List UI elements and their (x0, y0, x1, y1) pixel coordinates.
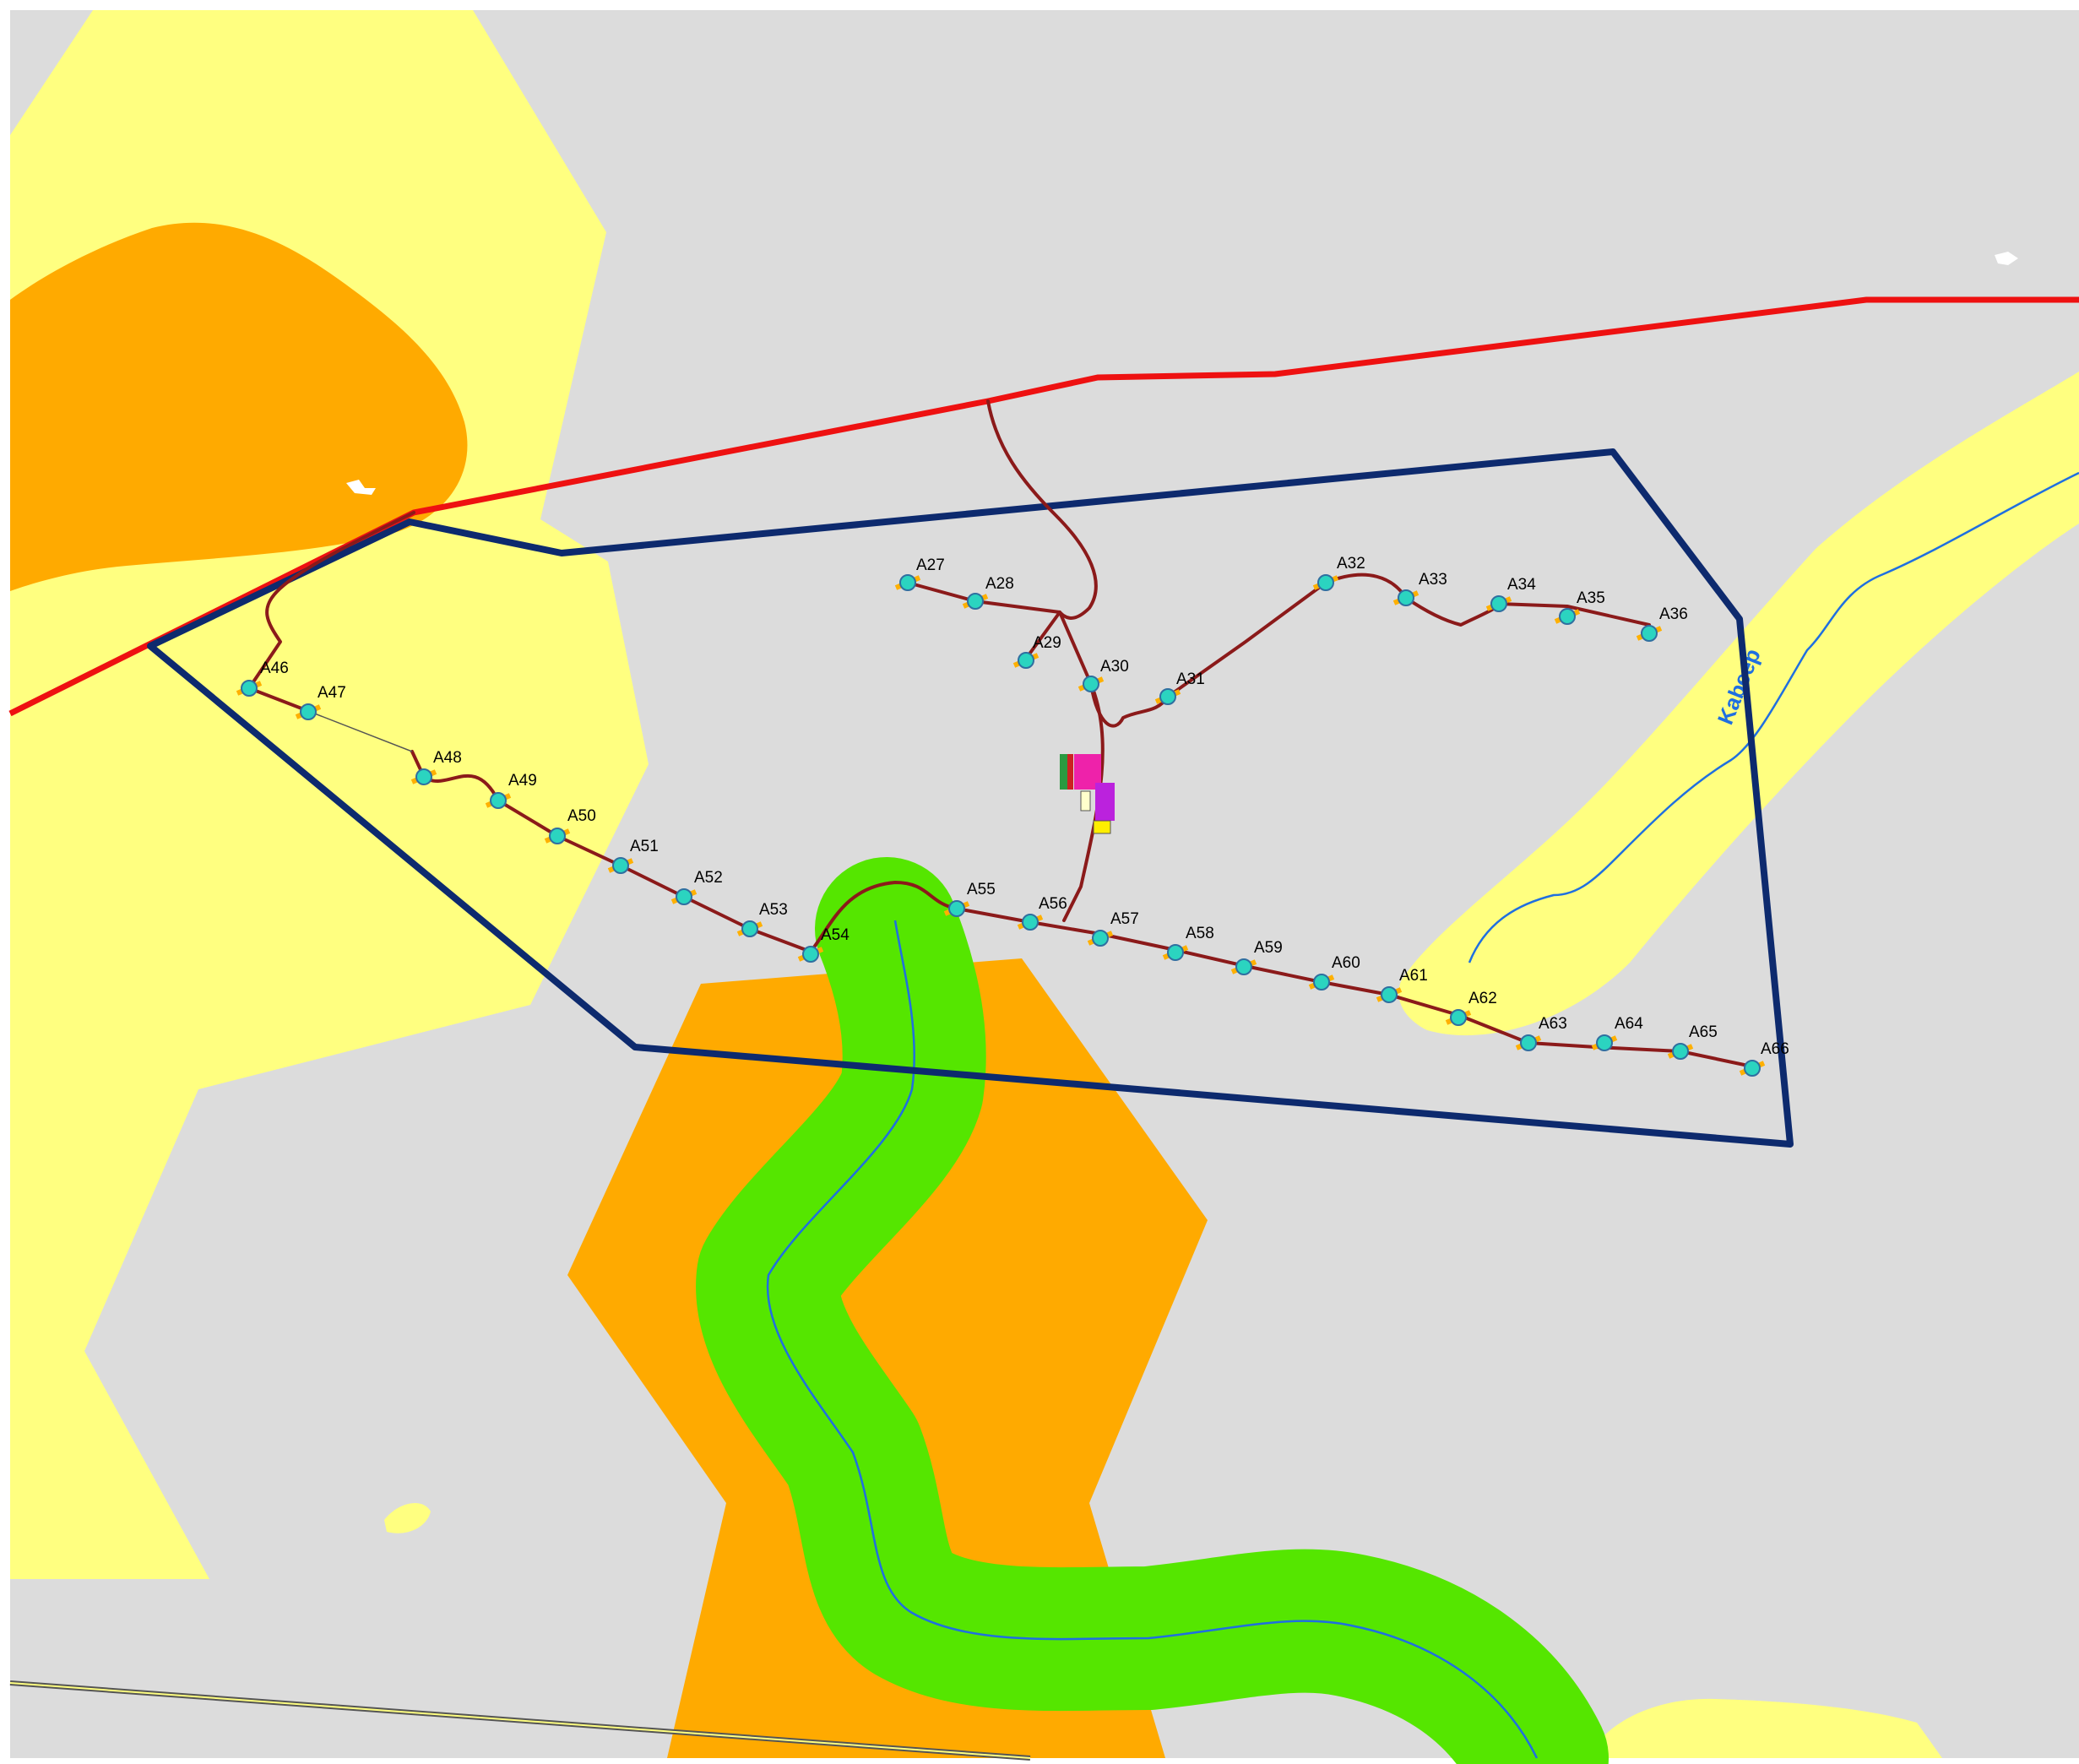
turbine-label-a54: A54 (821, 926, 850, 944)
turbine-label-layer: A27 A28 A29 A30 A31 A32 A33 A34 A35 A36 A46 A47 A48 A… (260, 555, 1789, 1058)
turbine-a65[interactable] (1672, 1043, 1689, 1060)
turbine-label-a46: A46 (260, 659, 289, 677)
turbine-a47[interactable] (300, 703, 317, 720)
white-speck-west (346, 480, 376, 495)
turbine-a48[interactable] (415, 768, 432, 785)
turbine-label-a53: A53 (759, 901, 788, 919)
turbine-label-a55: A55 (967, 881, 996, 898)
turbine-a50[interactable] (549, 828, 566, 844)
turbine-a56[interactable] (1022, 914, 1039, 931)
turbine-a57[interactable] (1092, 930, 1109, 947)
turbine-a61[interactable] (1381, 986, 1398, 1003)
turbine-label-a33: A33 (1419, 571, 1447, 589)
turbine-label-a66: A66 (1761, 1040, 1789, 1058)
access-road-a32-a36 (1324, 573, 1651, 627)
turbine-label-a64: A64 (1615, 1015, 1643, 1033)
turbine-a63[interactable] (1520, 1034, 1537, 1051)
turbine-label-a48: A48 (433, 749, 462, 767)
turbine-label-a61: A61 (1399, 967, 1428, 985)
substation-block-cream (1080, 790, 1091, 811)
turbine-label-a57: A57 (1110, 910, 1139, 928)
turbine-label-a62: A62 (1468, 990, 1497, 1007)
turbine-a30[interactable] (1083, 676, 1099, 692)
turbine-label-a58: A58 (1186, 925, 1214, 942)
turbine-a27[interactable] (899, 574, 916, 591)
turbine-a31[interactable] (1159, 688, 1176, 705)
access-road-a27-a30 (906, 581, 1093, 686)
southwest-line-inner (9, 1682, 1031, 1759)
turbine-label-a27: A27 (916, 556, 945, 574)
yellow-patch-small (384, 1502, 431, 1533)
orange-zones (10, 222, 1208, 1758)
turbine-label-a29: A29 (1033, 634, 1061, 652)
turbine-a46[interactable] (241, 680, 258, 697)
turbine-label-a28: A28 (985, 575, 1014, 593)
substation (1060, 754, 1115, 834)
turbine-a36[interactable] (1641, 625, 1658, 642)
turbine-layer (236, 574, 1766, 1077)
turbine-a28[interactable] (967, 593, 984, 610)
turbine-a64[interactable] (1596, 1034, 1613, 1051)
turbine-label-a60: A60 (1332, 954, 1360, 972)
turbine-a52[interactable] (676, 888, 692, 905)
turbine-a54[interactable] (802, 946, 819, 963)
turbine-label-a65: A65 (1689, 1023, 1718, 1041)
turbine-a33[interactable] (1398, 589, 1414, 606)
turbine-label-a63: A63 (1539, 1015, 1567, 1033)
project-boundary (147, 448, 1794, 1148)
turbine-label-a59: A59 (1254, 939, 1283, 957)
turbine-a60[interactable] (1313, 974, 1330, 991)
turbine-label-a49: A49 (508, 772, 537, 790)
turbine-label-a51: A51 (630, 838, 659, 855)
turbine-a35[interactable] (1559, 608, 1576, 625)
substation-block-yellow (1093, 820, 1111, 834)
turbine-label-a56: A56 (1039, 895, 1067, 913)
turbine-label-a34: A34 (1507, 576, 1536, 594)
turbine-a34[interactable] (1490, 595, 1507, 612)
southwest-line (9, 1680, 1031, 1761)
orange-zone-central (567, 958, 1208, 1758)
turbine-a66[interactable] (1744, 1060, 1761, 1077)
white-specks (346, 252, 2018, 495)
turbine-a55[interactable] (948, 900, 965, 917)
turbine-label-a36: A36 (1659, 605, 1688, 623)
access-road-west-chain (410, 750, 1754, 1068)
access-road-a46-a47 (247, 511, 415, 713)
turbine-label-a52: A52 (694, 869, 723, 887)
yellow-zone-south (1588, 1698, 1942, 1758)
rivers (766, 471, 2079, 1759)
turbine-a53[interactable] (741, 920, 758, 937)
substation-block-purple (1095, 783, 1115, 821)
connector-line (307, 710, 413, 752)
orange-zone-northwest (10, 222, 468, 591)
river-kabeep (1468, 471, 2079, 963)
turbine-a29[interactable] (1018, 652, 1034, 669)
turbine-a58[interactable] (1167, 944, 1184, 961)
turbine-label-a32: A32 (1337, 555, 1365, 573)
access-roads (247, 399, 1754, 1068)
turbine-a62[interactable] (1450, 1009, 1467, 1026)
turbine-a51[interactable] (612, 857, 629, 874)
yellow-zone-river-corridor (1398, 372, 2079, 1036)
turbine-label-a35: A35 (1577, 589, 1605, 607)
substation-block-red (1067, 754, 1073, 790)
river-main (766, 920, 1539, 1759)
white-speck-east (1995, 252, 2018, 265)
turbine-label-a30: A30 (1100, 658, 1129, 676)
turbine-a59[interactable] (1235, 958, 1252, 975)
access-road-north-spur (986, 399, 1098, 620)
turbine-label-a31: A31 (1176, 670, 1205, 688)
turbine-label-a50: A50 (567, 807, 596, 825)
turbine-a32[interactable] (1317, 574, 1334, 591)
turbine-a49[interactable] (490, 792, 507, 809)
turbine-label-a47: A47 (318, 684, 346, 702)
access-road-a29 (1024, 611, 1061, 660)
